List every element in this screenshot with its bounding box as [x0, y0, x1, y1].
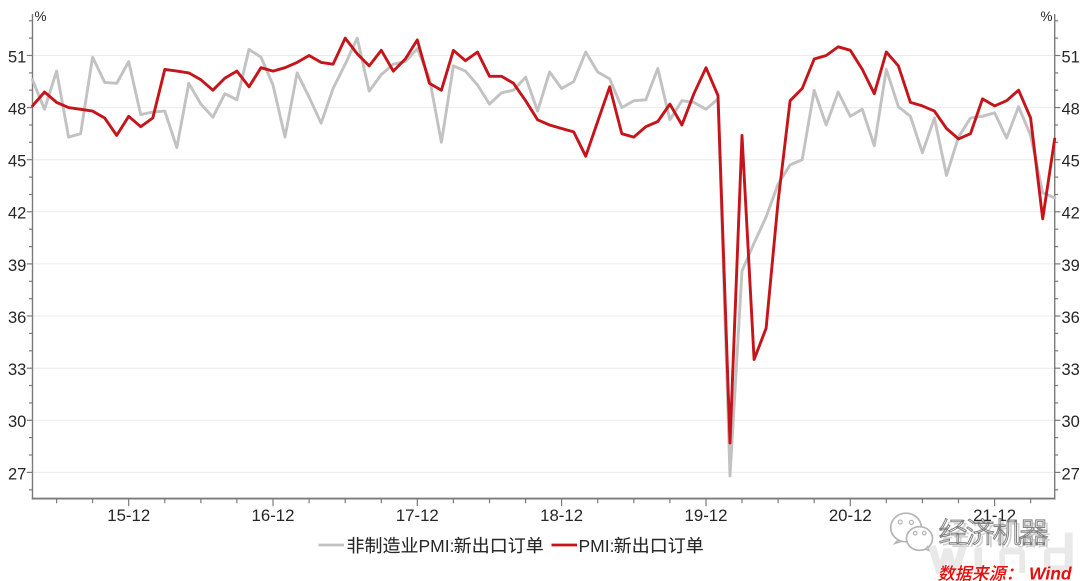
svg-text:39: 39 — [1062, 257, 1080, 275]
svg-text:51: 51 — [1062, 48, 1080, 66]
svg-text:27: 27 — [1062, 465, 1080, 483]
svg-text:30: 30 — [1062, 413, 1080, 431]
svg-text:19-12: 19-12 — [685, 506, 728, 525]
svg-text:Wind: Wind — [1029, 564, 1072, 581]
svg-text:42: 42 — [1062, 205, 1080, 223]
svg-text:33: 33 — [8, 361, 26, 379]
svg-text:48: 48 — [8, 101, 26, 119]
svg-text:27: 27 — [8, 465, 26, 483]
svg-text:45: 45 — [8, 153, 26, 171]
svg-text:PMI:: PMI: — [419, 536, 455, 556]
svg-text:42: 42 — [8, 205, 26, 223]
svg-text:30: 30 — [8, 413, 26, 431]
svg-text:16-12: 16-12 — [252, 506, 295, 525]
svg-text:%: % — [1041, 9, 1053, 24]
svg-text:51: 51 — [8, 48, 26, 66]
svg-text:15-12: 15-12 — [107, 506, 150, 525]
svg-text:36: 36 — [1062, 309, 1080, 327]
svg-text:20-12: 20-12 — [829, 506, 872, 525]
svg-text:17-12: 17-12 — [396, 506, 439, 525]
svg-text:PMI:: PMI: — [579, 536, 615, 556]
svg-text:39: 39 — [8, 257, 26, 275]
svg-text:45: 45 — [1062, 153, 1080, 171]
svg-text:%: % — [35, 9, 47, 24]
svg-text:48: 48 — [1062, 101, 1080, 119]
svg-text:33: 33 — [1062, 361, 1080, 379]
svg-text:18-12: 18-12 — [540, 506, 583, 525]
svg-text:36: 36 — [8, 309, 26, 327]
